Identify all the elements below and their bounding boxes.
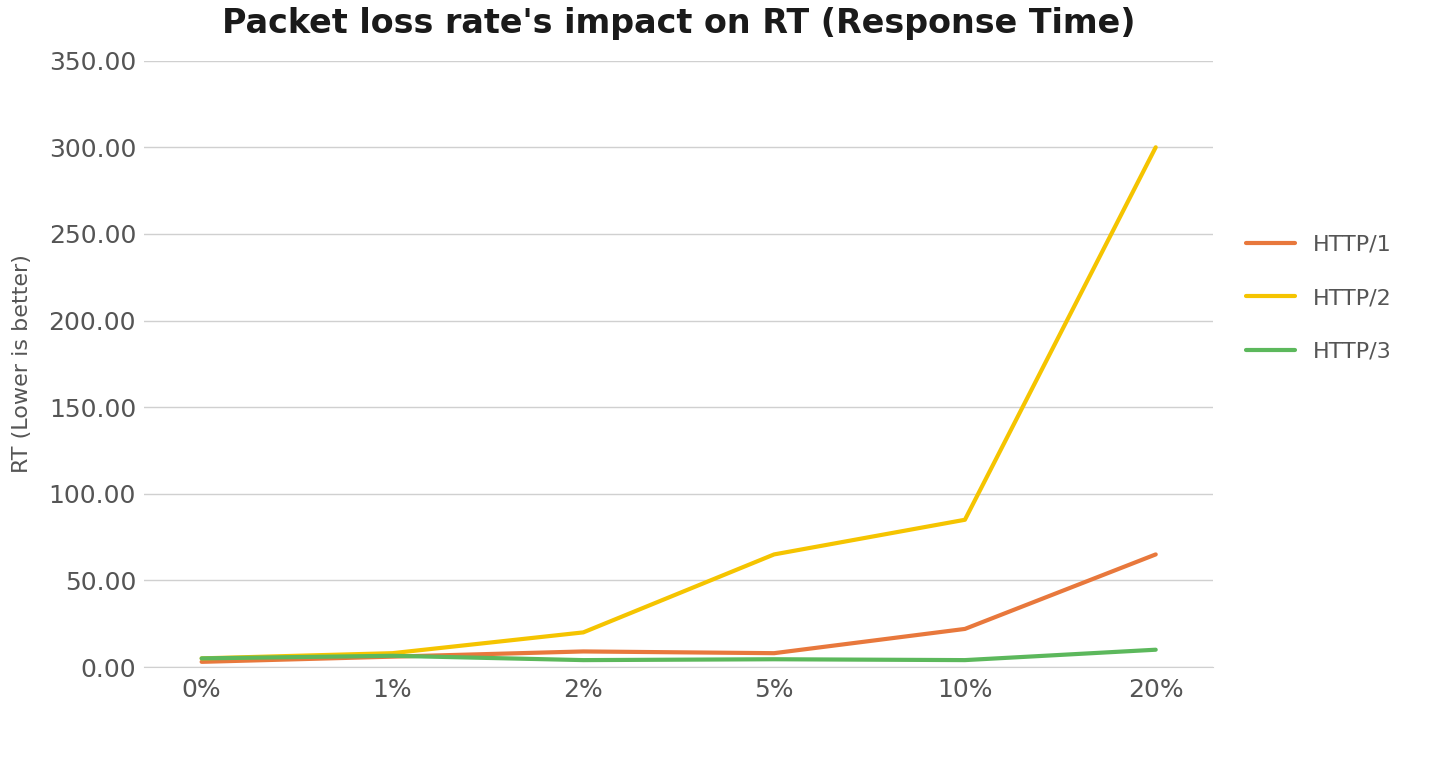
HTTP/3 [765,655,783,664]
HTTP/3 [956,656,973,665]
Line: HTTP/3: HTTP/3 [202,650,1155,660]
HTTP/1 [956,625,973,634]
HTTP/1 [384,652,401,661]
Line: HTTP/1: HTTP/1 [202,554,1155,662]
HTTP/1 [1147,550,1164,559]
Title: Packet loss rate's impact on RT (Response Time): Packet loss rate's impact on RT (Respons… [222,7,1135,40]
HTTP/3 [575,656,592,665]
HTTP/2 [1147,143,1164,152]
HTTP/2 [765,550,783,559]
HTTP/1 [765,649,783,658]
Legend: HTTP/1, HTTP/2, HTTP/3: HTTP/1, HTTP/2, HTTP/3 [1235,224,1402,373]
HTTP/2 [384,649,401,658]
HTTP/3 [384,651,401,660]
HTTP/1 [193,657,211,666]
Line: HTTP/2: HTTP/2 [202,147,1155,659]
Y-axis label: RT (Lower is better): RT (Lower is better) [12,255,32,473]
HTTP/2 [956,515,973,525]
HTTP/1 [575,647,592,656]
HTTP/2 [193,654,211,663]
HTTP/3 [1147,645,1164,654]
HTTP/3 [193,654,211,663]
HTTP/2 [575,628,592,637]
